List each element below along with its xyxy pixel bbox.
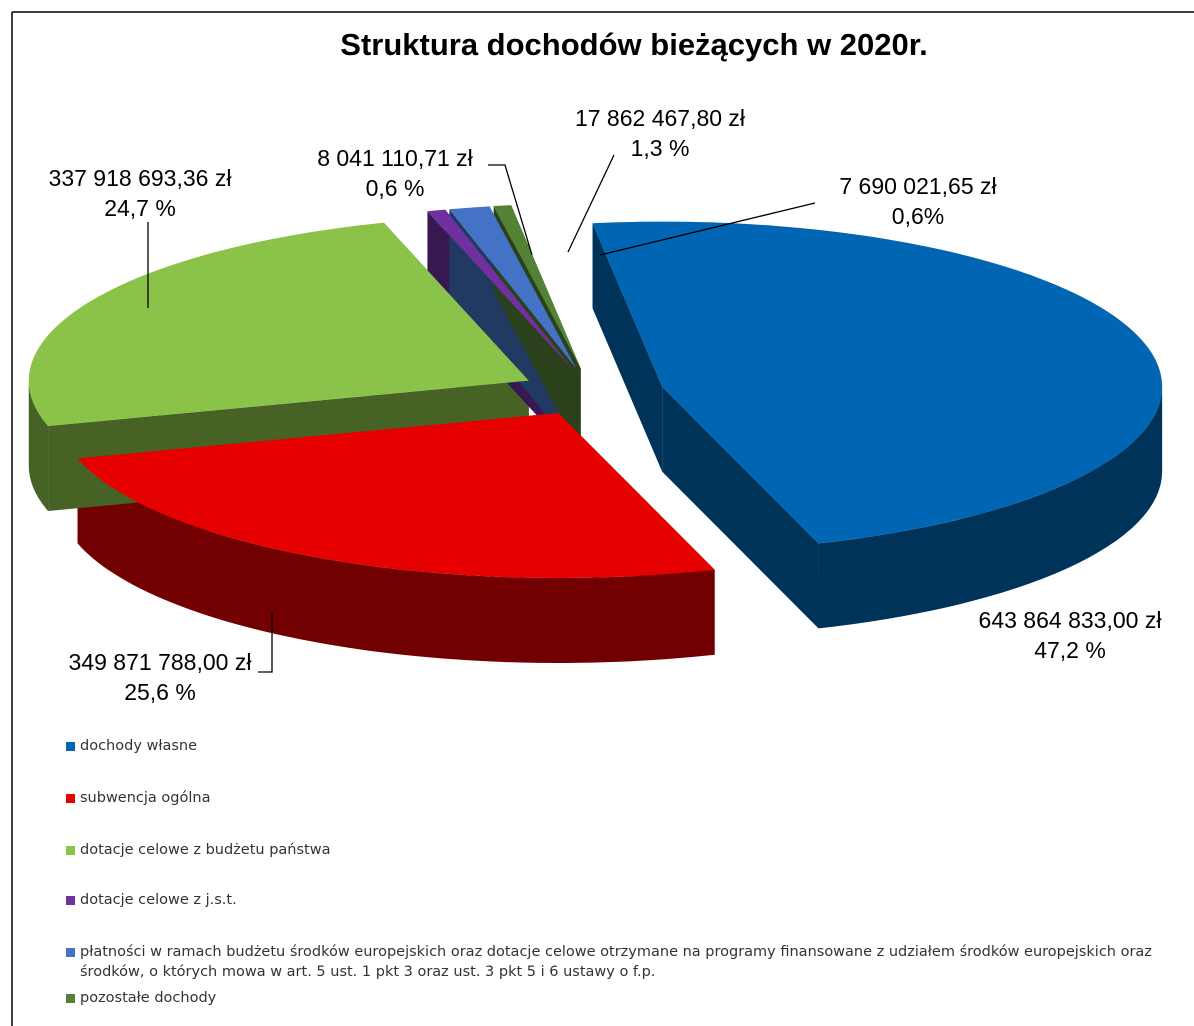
leader-line [567,154,615,253]
data-label: 643 864 833,00 zł [979,607,1162,633]
legend-label: płatności w ramach budżetu środków europ… [80,944,1152,980]
legend-label: dotacje celowe z j.s.t. [80,892,237,908]
legend-item: płatności w ramach budżetu środków europ… [66,942,1170,982]
legend-item: dotacje celowe z budżetu państwa [66,840,1170,860]
leader-line [599,202,816,256]
legend-label: subwencja ogólna [80,790,211,806]
legend-label: dotacje celowe z budżetu państwa [80,842,331,858]
pie-slice [77,412,715,578]
slice-side [77,458,715,663]
slice-side [662,386,819,629]
pie-slice [449,206,577,369]
legend-swatch [66,846,75,855]
legend-swatch [66,994,75,1003]
leader-line [258,612,273,673]
legend-swatch [66,794,75,803]
legend-label: dochody własne [80,738,198,754]
data-label: 0,6% [892,203,944,229]
pie-slice [493,205,581,369]
legend-item: dochody własne [66,736,1170,756]
legend-item: subwencja ogólna [66,788,1170,808]
pie-slice [427,209,573,370]
data-label: 349 871 788,00 zł [69,649,252,675]
pie-slice [592,221,1163,544]
legend-item: dotacje celowe z j.s.t. [66,890,1170,910]
leader-line [488,164,533,256]
data-label: 25,6 % [124,679,196,705]
pie-slice [28,222,529,427]
legend-swatch [66,896,75,905]
data-label: 24,7 % [104,195,176,221]
data-label: 0,6 % [366,175,425,201]
data-label: 17 862 467,80 zł [575,105,745,131]
legend-swatch [66,742,75,751]
chart-title: Struktura dochodów bieżących w 2020r. [340,27,927,62]
legend-swatch [66,948,75,957]
data-label: 7 690 021,65 zł [839,173,996,199]
data-label: 337 918 693,36 zł [49,165,232,191]
slice-side [592,223,663,472]
legend-label: pozostałe dochody [80,990,217,1006]
slice-side [818,386,1163,629]
data-label: 47,2 % [1034,637,1106,663]
slice-side [28,380,49,512]
data-label: 8 041 110,71 zł [317,145,473,171]
data-label: 1,3 % [631,135,690,161]
legend-item: pozostałe dochody [66,988,1170,1008]
